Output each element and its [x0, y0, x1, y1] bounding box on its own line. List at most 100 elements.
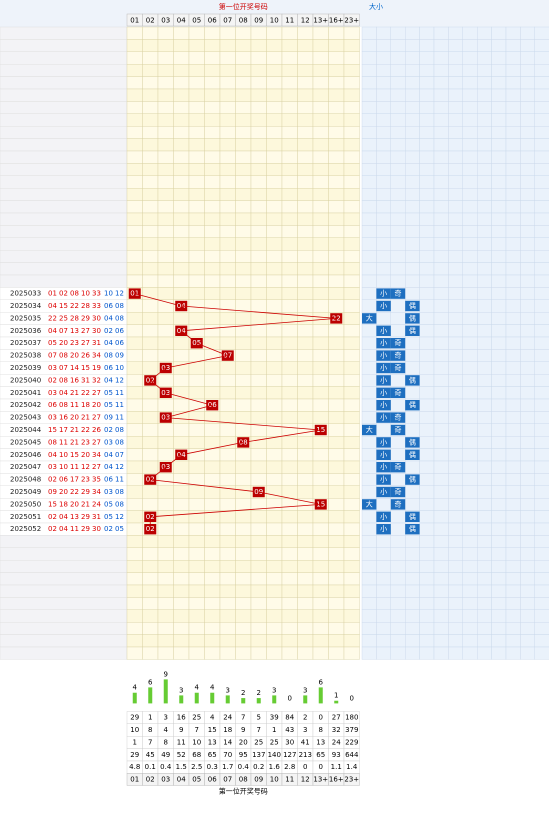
right-cell: [433, 609, 449, 623]
right-cell: [405, 498, 420, 511]
parity-cell: [390, 412, 406, 423]
right-cell: [505, 26, 521, 40]
grid-cell: [188, 349, 205, 362]
right-cell: [361, 138, 377, 152]
grid-cell: [266, 39, 283, 53]
right-cell: [361, 622, 377, 635]
grid-cell: [126, 386, 143, 400]
stat-value: 8: [164, 738, 168, 746]
grid-cell: [235, 287, 252, 300]
grid-cell: [250, 249, 267, 263]
right-cell: [477, 448, 492, 462]
grid-cell: [281, 361, 298, 375]
grid-cell: [219, 336, 236, 350]
grid-cell: [173, 336, 190, 350]
stat-value: 1.5: [176, 763, 187, 771]
trend-line: [181, 305, 337, 319]
back-number: 11: [115, 476, 124, 484]
right-cell: [390, 436, 406, 449]
right-cell: [433, 262, 449, 276]
grid-cell: [328, 150, 345, 164]
grid-cell: [188, 312, 205, 325]
column-label: 03: [161, 17, 170, 25]
right-cell: [520, 460, 536, 474]
column-label: 23+: [344, 17, 359, 25]
front-number: 30: [92, 525, 101, 533]
grid-cell: [219, 473, 236, 486]
grid-cell: [266, 150, 283, 164]
grid-cell: [281, 63, 298, 77]
grid-cell: [188, 262, 205, 276]
right-cell: [477, 200, 492, 214]
right-cell: [419, 584, 435, 598]
issue-bg: [0, 274, 128, 288]
front-number: 20: [81, 451, 90, 459]
right-cell: [491, 274, 507, 288]
grid-cell: [297, 39, 314, 53]
grid-cell: [126, 374, 143, 387]
grid-cell: [297, 187, 314, 201]
right-cell: [462, 423, 478, 437]
grid-cell: [204, 39, 221, 53]
grid-cell: [281, 299, 298, 313]
right-cell: [462, 101, 478, 115]
grid-cell: [173, 622, 190, 635]
front-number: 28: [70, 314, 79, 322]
right-cell: [405, 237, 420, 251]
grid-cell: [297, 572, 314, 586]
grid-cell: [312, 101, 329, 115]
grid-cell: [173, 113, 190, 127]
front-number: 21: [70, 389, 79, 397]
right-cell: [477, 175, 492, 189]
right-cell: [534, 212, 549, 226]
right-cell: [462, 175, 478, 189]
right-cell: [520, 299, 536, 313]
right-cell: [448, 113, 463, 127]
grid-cell: [328, 76, 345, 90]
front-number: 17: [59, 426, 68, 434]
grid-cell: [188, 187, 205, 201]
front-number: 25: [59, 314, 68, 322]
grid-cell: [297, 299, 314, 313]
stat-value: 30: [285, 738, 294, 746]
grid-cell: [188, 460, 205, 474]
grid-cell: [126, 324, 143, 338]
grid-cell: [126, 312, 143, 325]
right-cell: [433, 374, 449, 387]
issue-bg: [0, 125, 128, 139]
right-cell: [520, 572, 536, 586]
grid-cell: [266, 113, 283, 127]
right-cell: [448, 584, 463, 598]
right-cell: [491, 262, 507, 276]
grid-cell: [126, 411, 143, 424]
grid-cell: [343, 175, 360, 189]
stat-value: 25: [270, 738, 279, 746]
grid-cell: [281, 150, 298, 164]
grid-cell: [219, 448, 236, 462]
front-number: 11: [70, 463, 79, 471]
right-cell: [520, 374, 536, 387]
right-cell: [462, 460, 478, 474]
grid-cell: [142, 150, 159, 164]
count-bar: [272, 695, 277, 704]
grid-cell: [188, 163, 205, 176]
right-cell: [505, 138, 521, 152]
header-cell: [343, 13, 360, 27]
right-cell: [376, 150, 391, 164]
grid-cell: [219, 200, 236, 214]
right-cell: [477, 287, 492, 300]
right-cell: [419, 63, 435, 77]
grid-cell: [173, 423, 190, 437]
trend-line: [243, 429, 321, 443]
right-cell: [433, 138, 449, 152]
right-cell: [448, 312, 463, 325]
grid-cell: [235, 485, 252, 499]
grid-cell: [343, 361, 360, 375]
back-number: 09: [115, 352, 124, 360]
footer-column-label: 01: [130, 775, 139, 783]
grid-cell: [343, 287, 360, 300]
grid-cell: [157, 113, 174, 127]
right-cell: [505, 448, 521, 462]
back-number: 12: [115, 290, 124, 298]
right-cell: [361, 212, 377, 226]
